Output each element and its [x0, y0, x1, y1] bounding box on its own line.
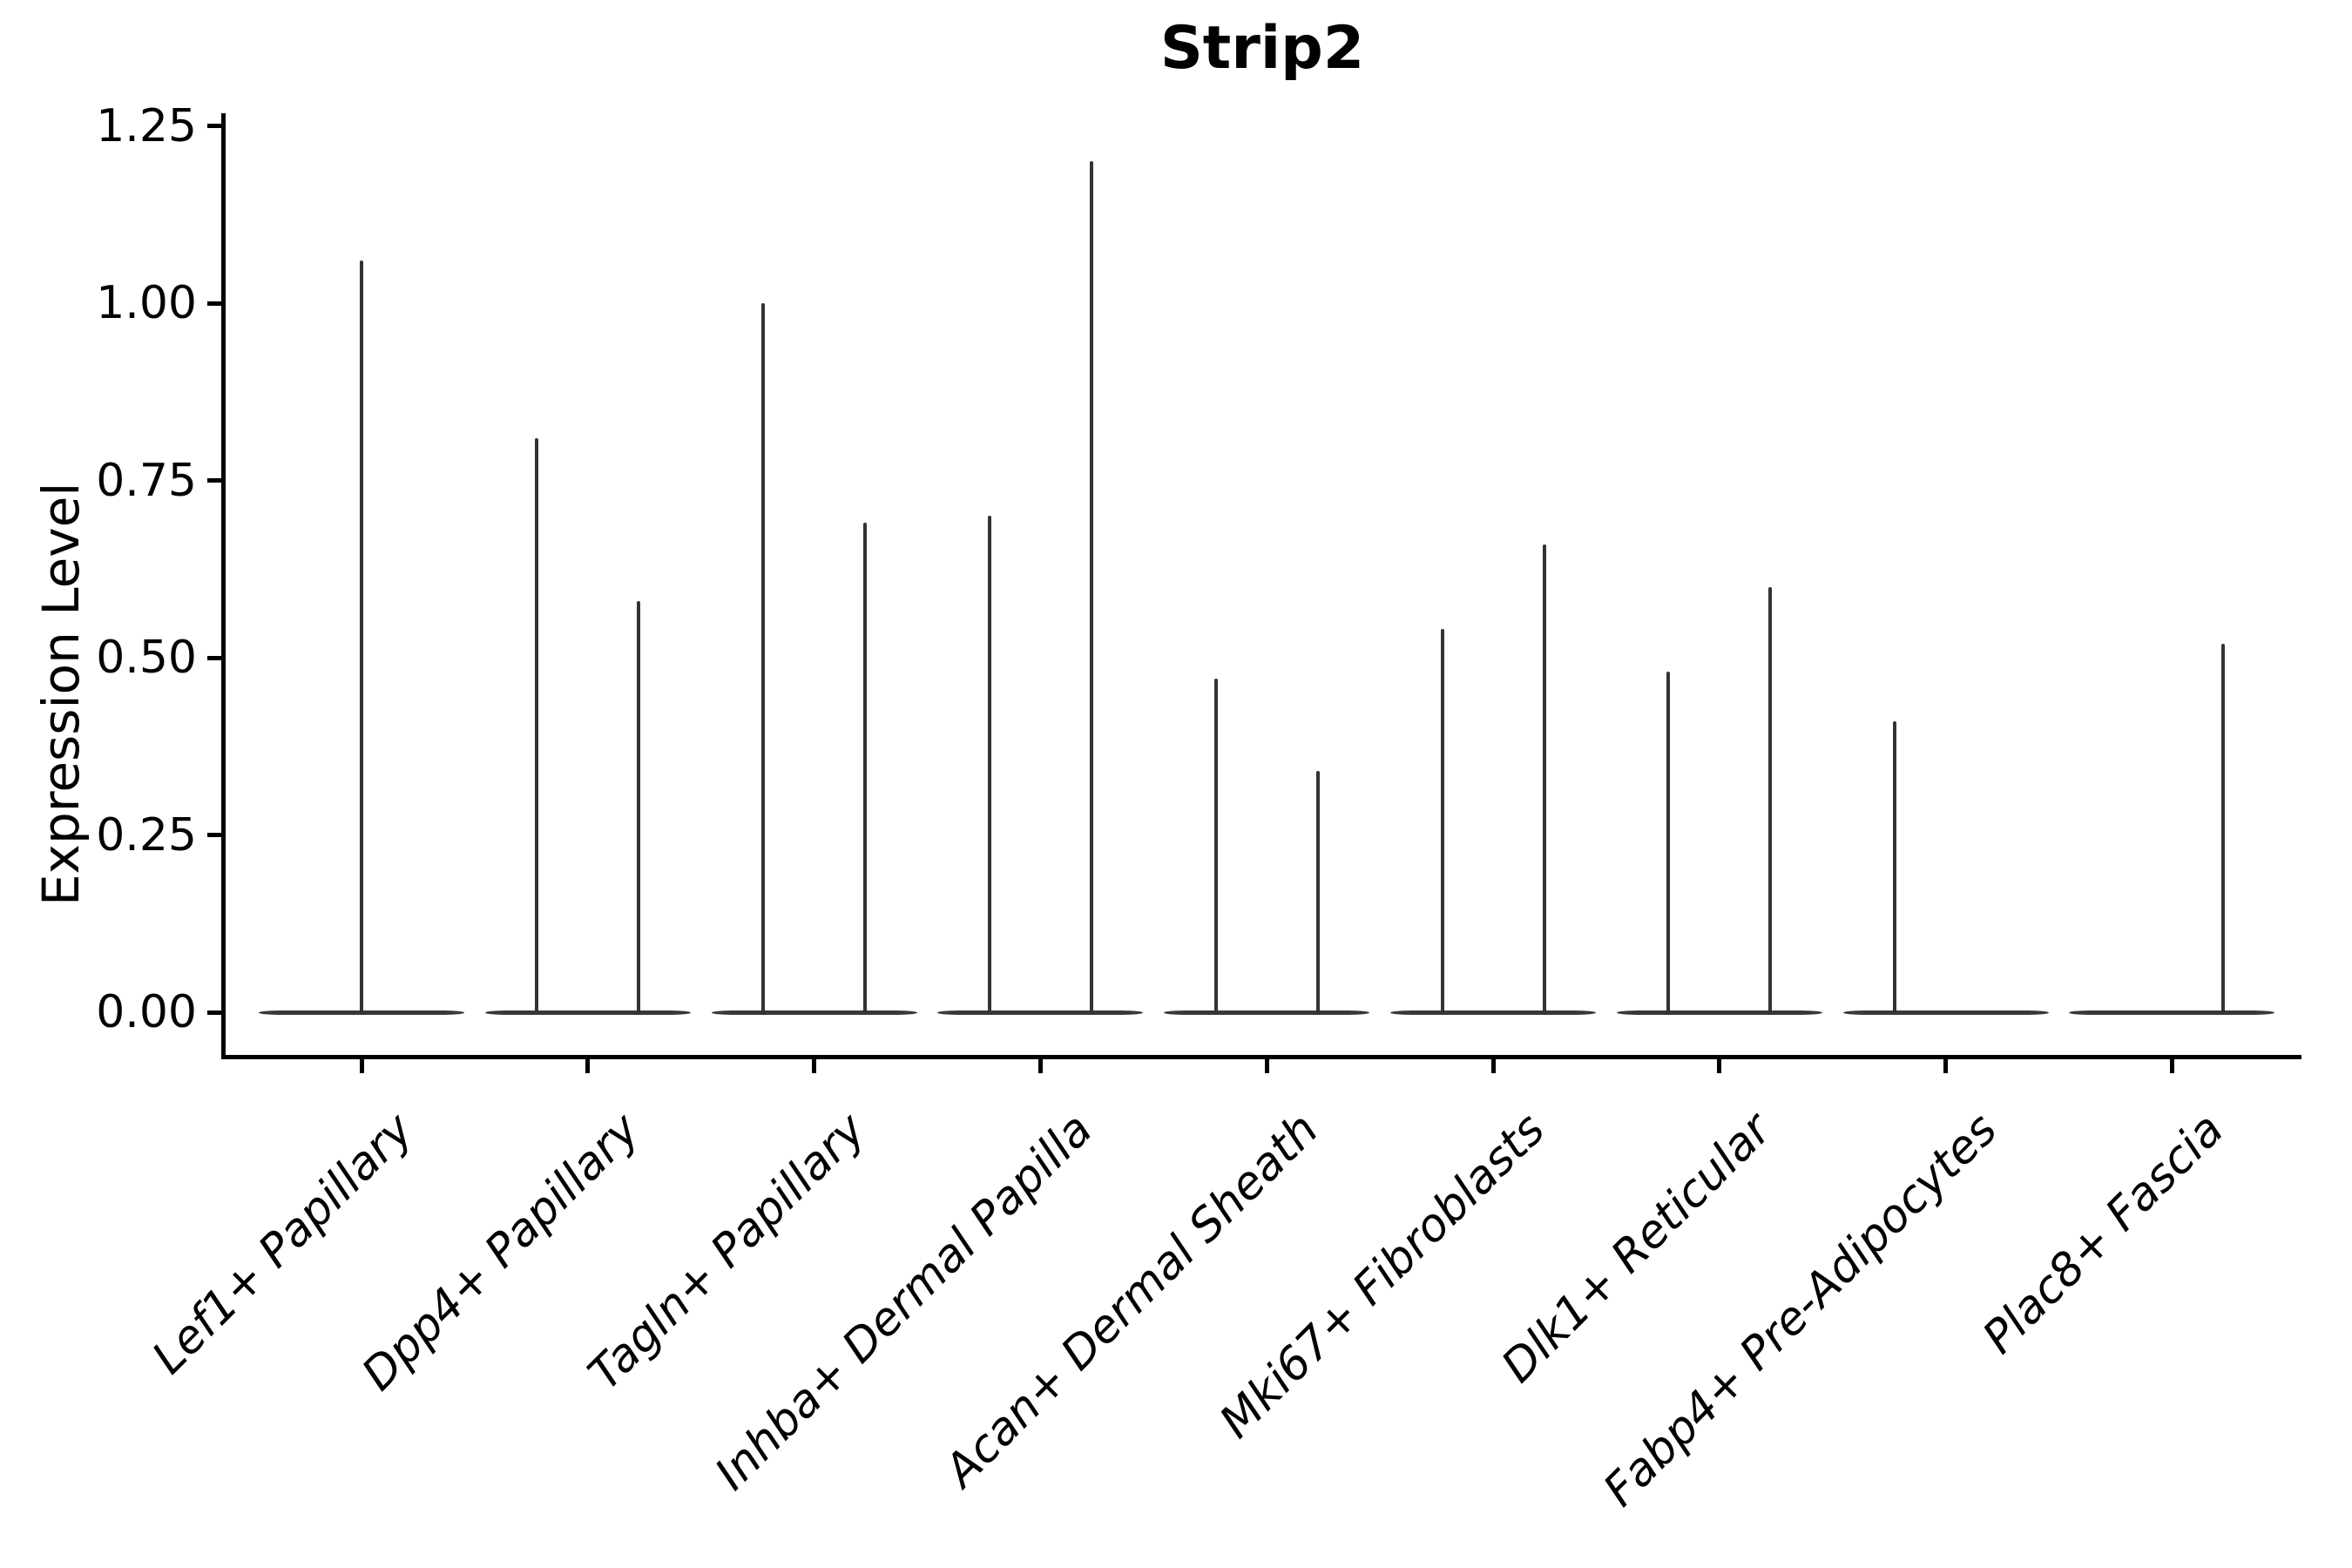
x-axis-tick — [1717, 1059, 1722, 1073]
violin-baseline — [2069, 1010, 2275, 1015]
y-axis-tick — [207, 124, 221, 128]
violin-spike — [2220, 643, 2225, 1014]
y-axis-tick-label: 0.50 — [96, 632, 197, 684]
violin-spike — [1542, 544, 1546, 1014]
x-axis-tick-label: Plac8+ Fascia — [1973, 1103, 2234, 1364]
chart-title: Strip2 — [1159, 14, 1365, 83]
y-axis-tick — [207, 478, 221, 483]
y-axis-tick-label: 1.00 — [96, 277, 197, 329]
x-axis-tick — [812, 1059, 817, 1073]
x-axis-tick — [1264, 1059, 1269, 1073]
x-axis-tick-label: Inhba+ Dermal Papilla — [705, 1103, 1103, 1501]
x-axis-tick — [585, 1059, 591, 1073]
violin-baseline — [711, 1010, 917, 1015]
violin-baseline — [1842, 1010, 2049, 1015]
x-axis-tick — [1490, 1059, 1496, 1073]
violin-baseline — [1164, 1010, 1370, 1015]
x-axis-tick — [2169, 1059, 2174, 1073]
y-axis-line — [221, 113, 226, 1059]
y-axis-tick — [207, 1010, 221, 1015]
violin-baseline — [937, 1010, 1144, 1015]
x-axis-tick-label: Acan+ Dermal Sheath — [935, 1103, 1329, 1497]
violin-spike — [1440, 629, 1444, 1014]
violin-spike — [1893, 721, 1897, 1014]
violin-baseline — [1616, 1010, 1822, 1015]
violin-spike — [1213, 679, 1218, 1014]
x-axis-tick — [1943, 1059, 1949, 1073]
violin-spike — [1666, 672, 1671, 1014]
x-axis-tick — [359, 1059, 364, 1073]
violin-baseline — [484, 1010, 691, 1015]
x-axis-tick-label: Fabp4+ Pre-Adipocytes — [1594, 1103, 2008, 1517]
violin-spike — [1768, 586, 1773, 1014]
y-axis-tick — [207, 833, 221, 837]
violin-spike — [1089, 161, 1093, 1014]
y-axis-tick-label: 1.25 — [96, 99, 197, 152]
y-axis-tick — [207, 301, 221, 306]
violin-spike — [1315, 771, 1320, 1014]
violin-baseline — [1390, 1010, 1596, 1015]
violin-spike — [863, 523, 868, 1014]
violin-spike — [987, 516, 991, 1014]
violin-spike — [761, 303, 766, 1014]
x-axis-line — [221, 1055, 2301, 1059]
y-axis-tick-label: 0.25 — [96, 808, 197, 862]
y-axis-tick-label: 0.75 — [96, 454, 197, 507]
violin-spike — [535, 437, 539, 1014]
x-axis-tick — [1037, 1059, 1043, 1073]
violin-spike — [637, 600, 641, 1014]
y-axis-tick — [207, 655, 221, 660]
violin-spike — [360, 260, 363, 1014]
y-axis-tick-label: 0.00 — [96, 986, 197, 1038]
